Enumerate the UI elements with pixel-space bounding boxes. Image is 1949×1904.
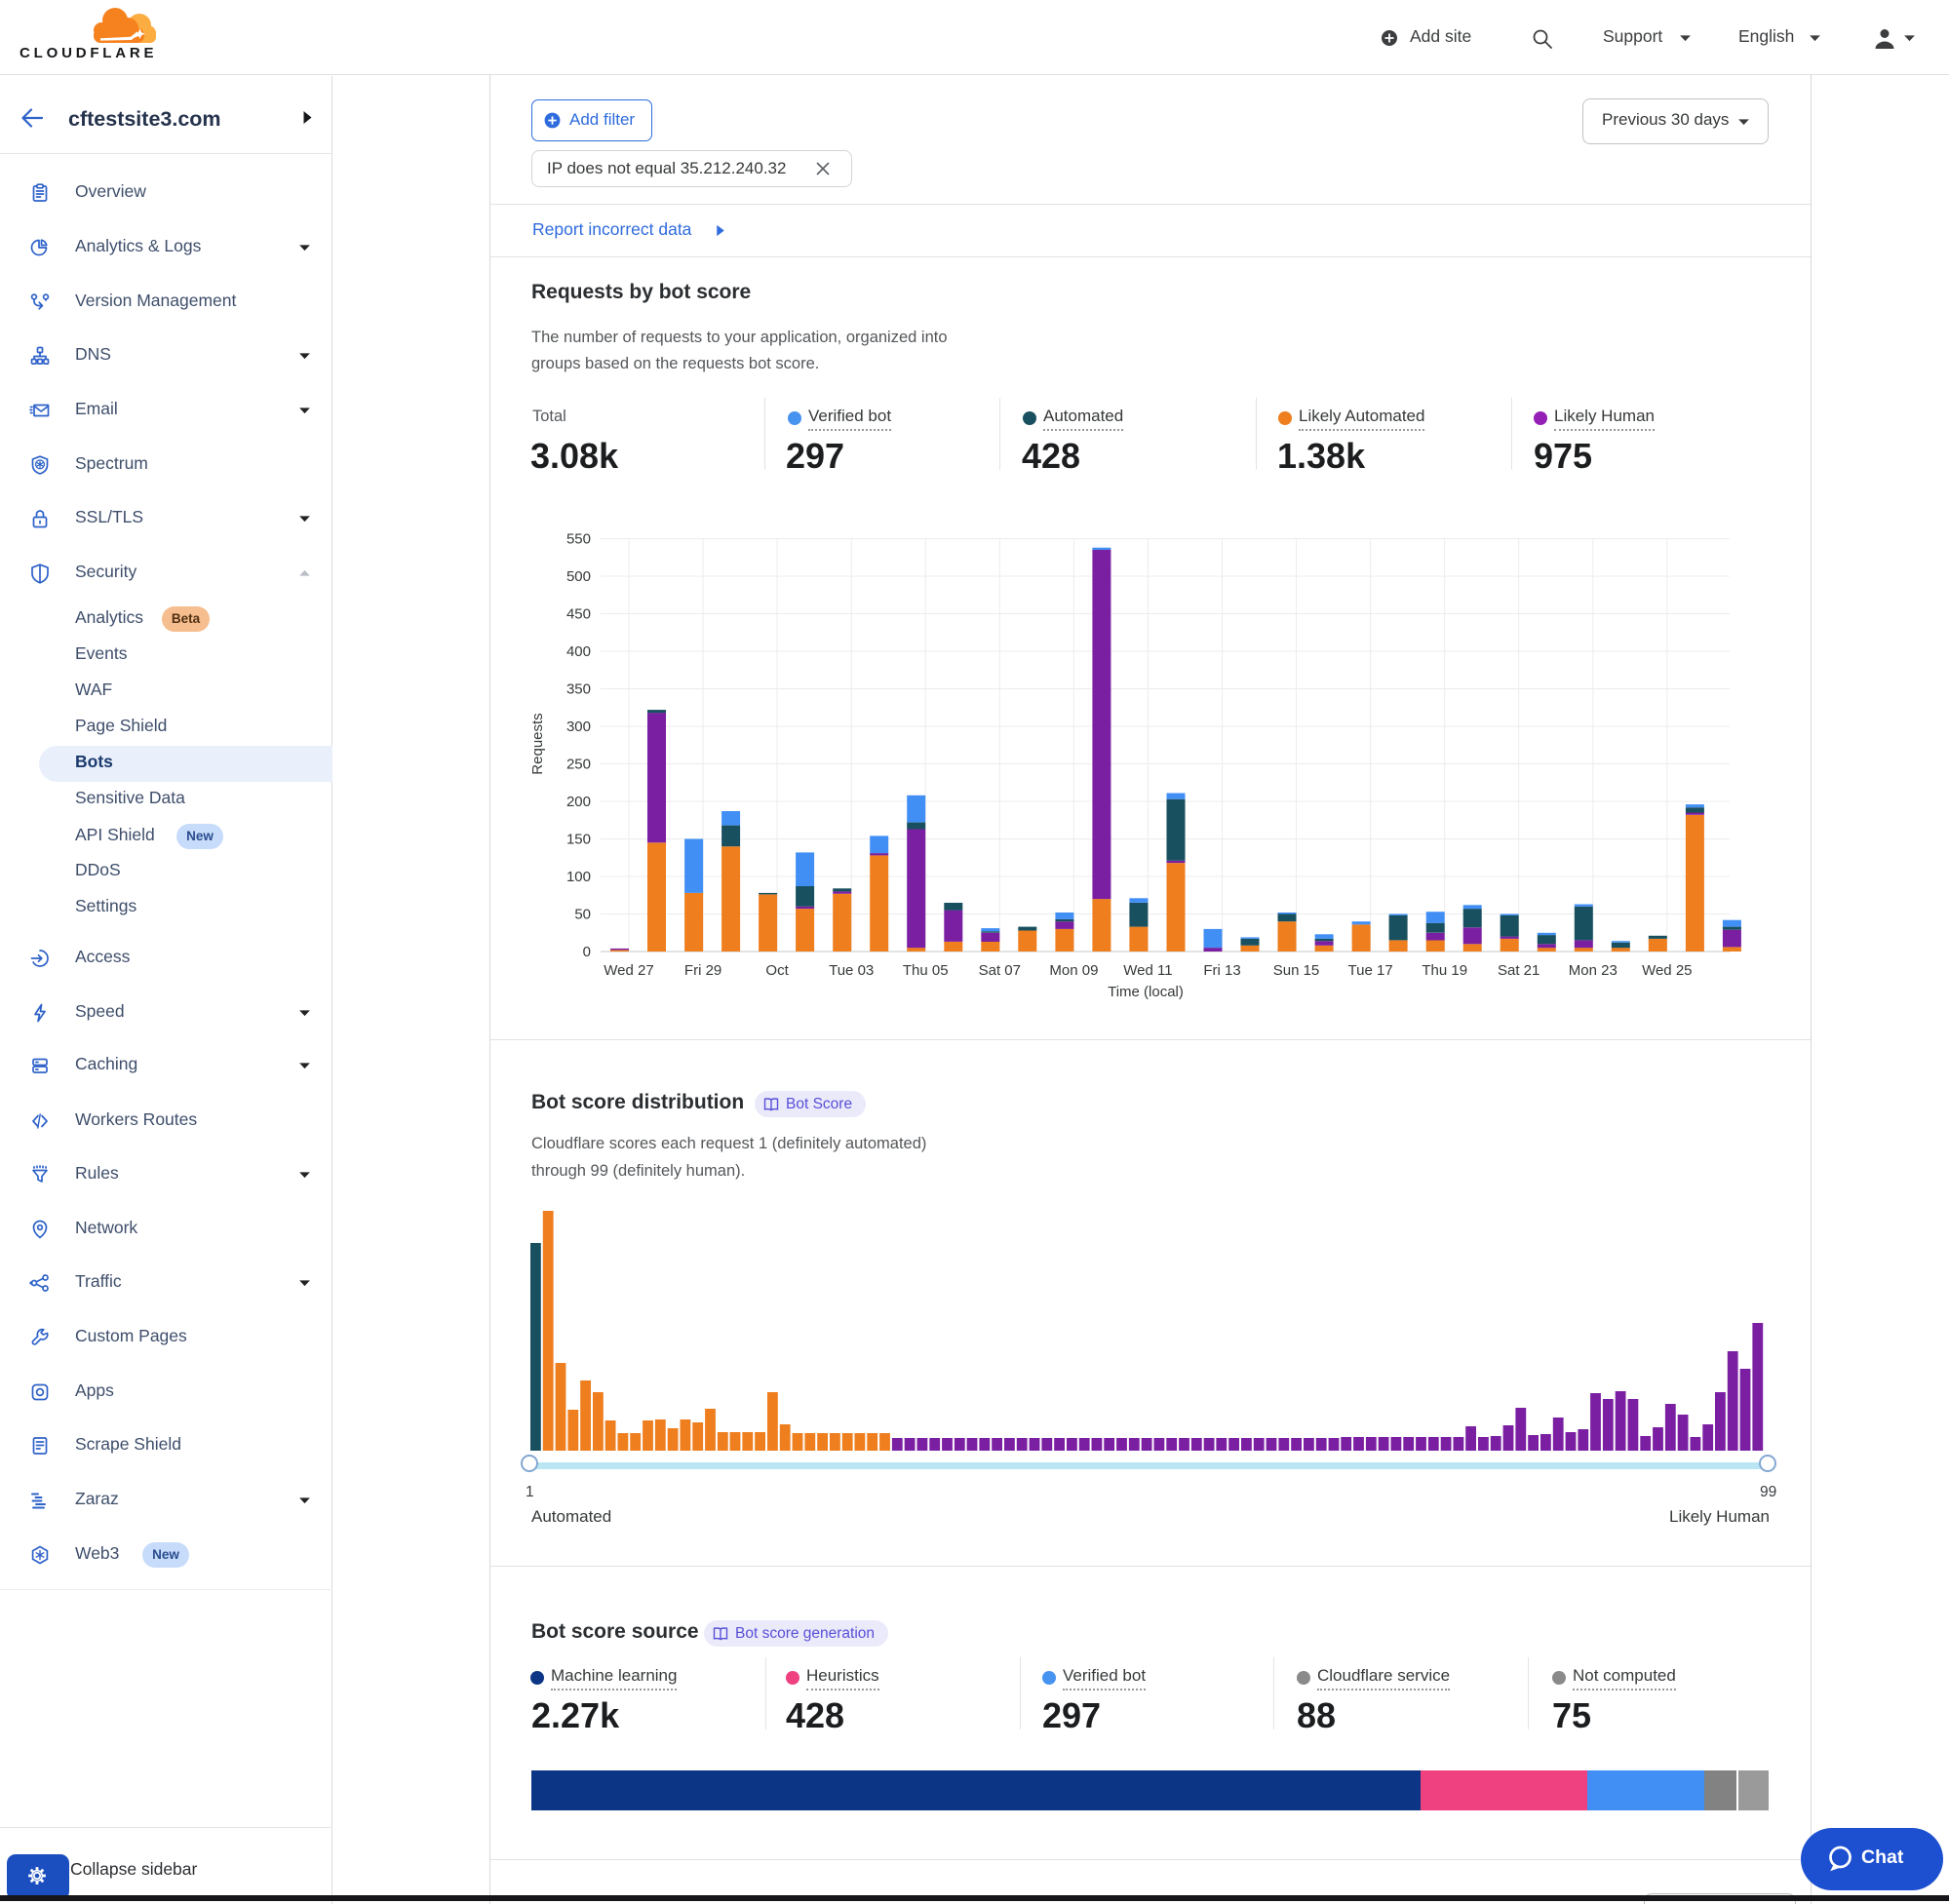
svg-text:200: 200: [566, 794, 591, 810]
svg-text:250: 250: [566, 757, 591, 773]
svg-text:Sun 15: Sun 15: [1273, 962, 1320, 979]
svg-text:Mon 09: Mon 09: [1049, 962, 1098, 979]
svg-text:Fri 13: Fri 13: [1203, 962, 1240, 979]
svg-text:450: 450: [566, 606, 591, 623]
svg-text:550: 550: [566, 531, 591, 548]
svg-text:Wed 11: Wed 11: [1123, 962, 1172, 979]
svg-text:Thu 05: Thu 05: [903, 962, 949, 979]
svg-text:Thu 19: Thu 19: [1422, 962, 1467, 979]
svg-text:Tue 17: Tue 17: [1348, 962, 1393, 979]
svg-text:350: 350: [566, 681, 591, 698]
svg-text:Tue 03: Tue 03: [829, 962, 874, 979]
svg-text:100: 100: [566, 869, 591, 885]
svg-text:500: 500: [566, 568, 591, 585]
svg-text:Time (local): Time (local): [1108, 984, 1184, 1000]
svg-text:300: 300: [566, 719, 591, 735]
svg-text:Wed 27: Wed 27: [604, 962, 653, 979]
svg-text:Fri 29: Fri 29: [684, 962, 721, 979]
svg-text:0: 0: [583, 944, 591, 960]
svg-text:Mon 23: Mon 23: [1569, 962, 1618, 979]
svg-text:400: 400: [566, 643, 591, 660]
svg-text:Oct: Oct: [765, 962, 789, 979]
svg-text:Requests: Requests: [529, 713, 546, 774]
svg-text:Sat 07: Sat 07: [979, 962, 1021, 979]
svg-text:150: 150: [566, 832, 591, 848]
svg-text:Sat 21: Sat 21: [1498, 962, 1540, 979]
svg-text:50: 50: [574, 907, 591, 923]
svg-text:Wed 25: Wed 25: [1642, 962, 1692, 979]
